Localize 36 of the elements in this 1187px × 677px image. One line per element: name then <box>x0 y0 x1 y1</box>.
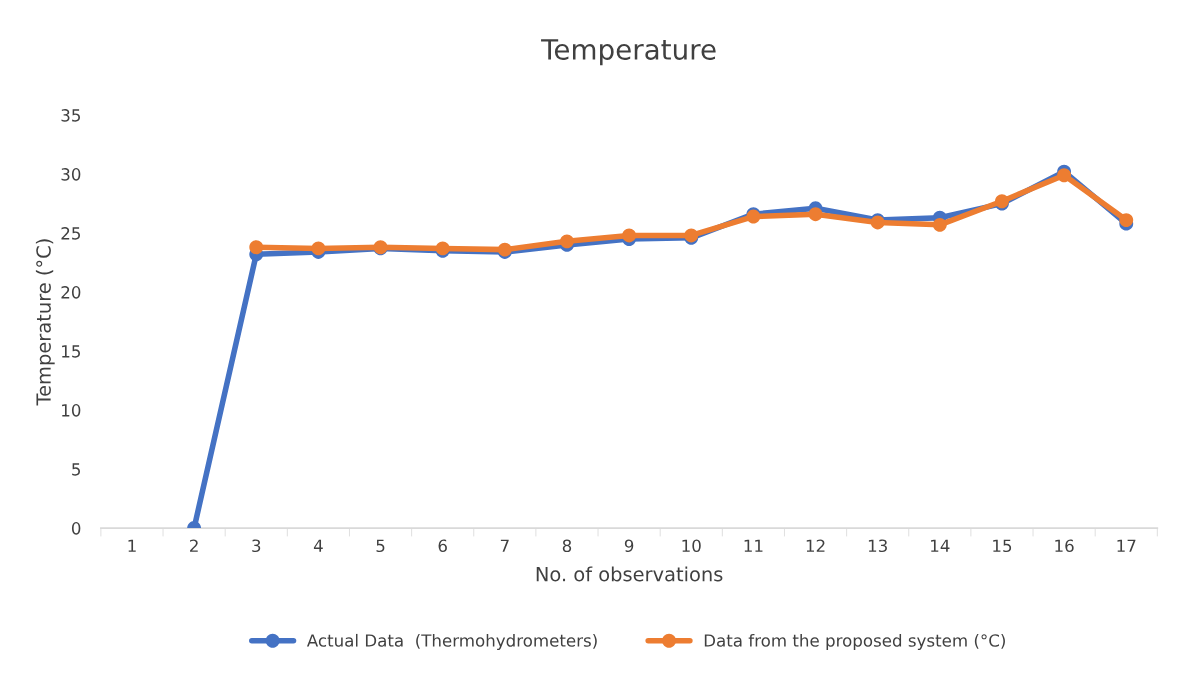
x-tick-label: 3 <box>252 539 261 553</box>
x-tick-label: 6 <box>438 539 447 553</box>
x-tick-label: 14 <box>931 539 950 552</box>
x-tick-label: 13 <box>868 539 887 553</box>
chart-title: Temperature <box>541 39 716 66</box>
y-tick-label: 5 <box>72 463 80 476</box>
y-tick-label: 10 <box>62 404 81 417</box>
point <box>932 217 947 232</box>
y-tick-label: 30 <box>61 168 81 181</box>
x-axis-title: No. of observations <box>536 566 723 582</box>
y-tick-label: 35 <box>61 109 80 122</box>
point <box>808 207 823 222</box>
y-tick-label: 0 <box>71 522 81 535</box>
x-tick-label: 4 <box>313 539 323 552</box>
legend-label: Actual Data (Thermohydrometers) <box>306 633 597 651</box>
x-tick-label: 15 <box>993 539 1012 553</box>
x-tick-label: 11 <box>744 539 763 552</box>
point <box>249 240 264 255</box>
y-tick-label: 25 <box>61 227 80 240</box>
y-tick-label: 20 <box>61 286 81 299</box>
x-tick-label: 16 <box>1055 539 1074 553</box>
x-tick-label: 1 <box>128 539 136 552</box>
legend-label: Data from the proposed system (°C) <box>704 633 1005 651</box>
x-tick-label: 5 <box>376 539 385 553</box>
y-tick-label: 15 <box>62 345 80 358</box>
x-tick-label: 10 <box>682 539 701 553</box>
x-tick-label: 12 <box>806 539 825 552</box>
point <box>1057 168 1072 183</box>
x-tick-label: 2 <box>190 539 198 552</box>
x-tick-label: 8 <box>562 539 572 553</box>
x-tick-label: 9 <box>624 539 634 553</box>
x-tick-label: 7 <box>500 539 509 552</box>
y-axis-title: Temperature (°C) <box>35 239 55 406</box>
x-tick-label: 17 <box>1117 539 1136 552</box>
point <box>622 228 637 243</box>
point <box>311 241 326 256</box>
